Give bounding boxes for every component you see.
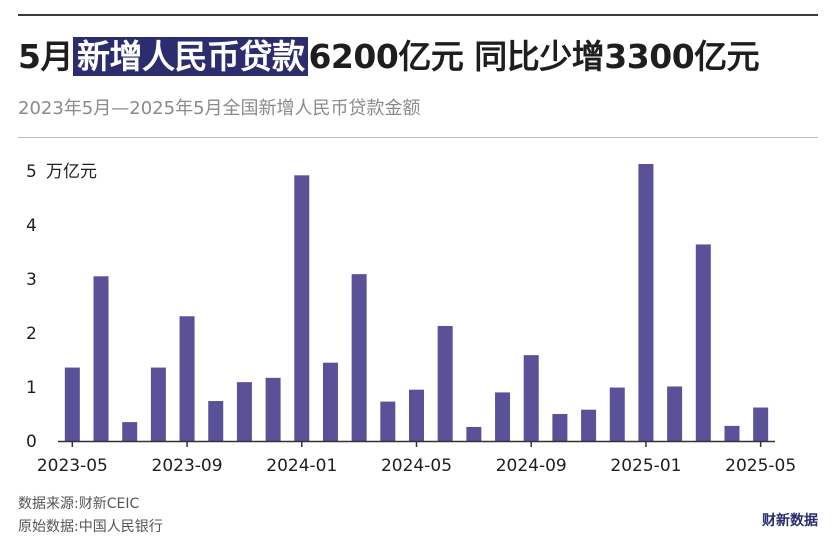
bar bbox=[351, 274, 367, 441]
bar bbox=[409, 389, 424, 441]
original-data-source: 原始数据:中国人民银行 bbox=[18, 519, 163, 535]
y-tick-label: 3 bbox=[26, 270, 37, 290]
chart-subtitle: 2023年5月—2025年5月全国新增人民币贷款金额 bbox=[18, 98, 421, 119]
y-tick-label: 0 bbox=[26, 432, 37, 452]
bar bbox=[64, 367, 80, 441]
x-tick-label: 2024-05 bbox=[381, 456, 452, 476]
y-tick-label: 5 bbox=[26, 162, 37, 182]
bar bbox=[122, 422, 138, 441]
bar bbox=[93, 276, 109, 441]
x-tick-label: 2024-09 bbox=[496, 456, 567, 476]
x-tick-label: 2023-05 bbox=[37, 456, 108, 476]
bar bbox=[265, 377, 281, 441]
bar bbox=[179, 316, 195, 441]
x-tick-label: 2025-05 bbox=[725, 456, 796, 476]
bar bbox=[638, 163, 654, 442]
x-tick-label: 2023-09 bbox=[152, 456, 223, 476]
divider-line bbox=[18, 137, 818, 138]
bar bbox=[581, 409, 597, 441]
x-tick-label: 2024-01 bbox=[266, 456, 337, 476]
bar bbox=[380, 401, 396, 441]
title-prefix: 5月 bbox=[18, 37, 73, 76]
bar-chart: 0 1 2 3 4 5 万亿元 2023-05 2023-09 2024-01 2024-05 202… bbox=[26, 162, 796, 476]
y-unit-label: 万亿元 bbox=[46, 162, 97, 182]
bar bbox=[322, 362, 338, 441]
bar bbox=[437, 325, 453, 441]
title-highlight: 新增人民币贷款 bbox=[72, 37, 309, 76]
data-source: 数据来源:财新CEIC bbox=[18, 496, 140, 512]
brand-logo: 财新数据 bbox=[762, 513, 818, 529]
bar bbox=[294, 175, 310, 441]
y-tick-label: 1 bbox=[26, 378, 37, 398]
bar bbox=[695, 244, 711, 441]
bar bbox=[236, 382, 252, 441]
title-suffix: 6200亿元 同比少增3300亿元 bbox=[308, 37, 760, 76]
y-tick-label: 4 bbox=[26, 216, 37, 236]
bar bbox=[552, 414, 568, 441]
bar bbox=[753, 407, 769, 441]
x-tick-label: 2025-01 bbox=[610, 456, 681, 476]
bar bbox=[667, 386, 683, 441]
bar bbox=[150, 367, 166, 441]
bar bbox=[208, 401, 224, 441]
y-tick-label: 2 bbox=[26, 324, 37, 344]
chart-title: 5月 新增人民币贷款 6200亿元 同比少增3300亿元 bbox=[18, 30, 760, 78]
bar bbox=[523, 355, 539, 441]
bar bbox=[724, 425, 740, 441]
bar bbox=[609, 387, 625, 441]
top-rule bbox=[18, 14, 818, 16]
bar bbox=[495, 392, 511, 441]
bar bbox=[466, 426, 482, 441]
